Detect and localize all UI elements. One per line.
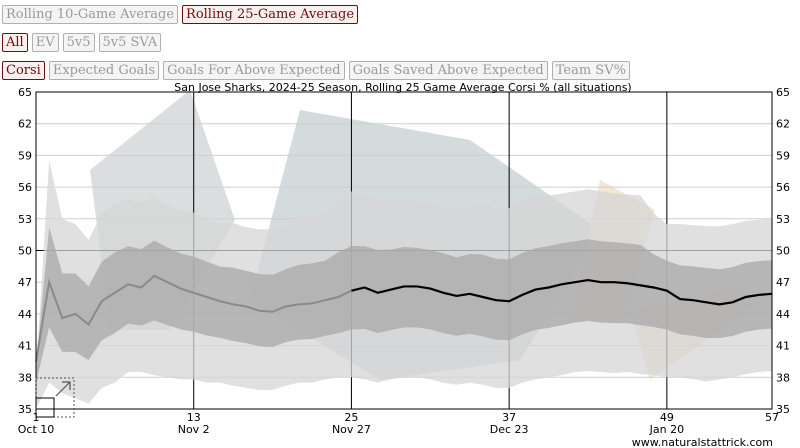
x-tick-date-label: Dec 23 bbox=[490, 423, 529, 436]
x-tick-game-label: 37 bbox=[502, 411, 516, 424]
y-tick-label-right: 62 bbox=[776, 118, 790, 131]
corsi-button[interactable]: Corsi bbox=[2, 61, 45, 80]
chart-bands bbox=[36, 160, 772, 409]
series-line-partial-window bbox=[35, 274, 352, 362]
x-tick-game-label: 13 bbox=[187, 411, 201, 424]
y-tick-label-left: 38 bbox=[18, 371, 32, 384]
x-tick-date-label: Nov 2 bbox=[178, 423, 210, 436]
y-tick-label-right: 35 bbox=[776, 403, 790, 416]
situation-toggle-group: All EV 5v5 5v5 SVA bbox=[2, 33, 162, 52]
y-tick-label-left: 44 bbox=[18, 308, 32, 321]
y-tick-label-right: 53 bbox=[776, 213, 790, 226]
y-tick-label-right: 44 bbox=[776, 308, 790, 321]
y-tick-label-left: 62 bbox=[18, 118, 32, 131]
goals-saved-above-expected-button[interactable]: Goals Saved Above Expected bbox=[348, 61, 548, 80]
y-tick-label-left: 41 bbox=[18, 340, 32, 353]
range-band-inner bbox=[36, 227, 772, 383]
y-tick-label-right: 38 bbox=[776, 371, 790, 384]
metric-toggle-group: Corsi Expected Goals Goals For Above Expec… bbox=[2, 61, 630, 80]
y-axis-left: 35 38 41 44 47 50 53 56 59 62 65 bbox=[18, 86, 32, 416]
x-tick-game-label: 57 bbox=[765, 411, 779, 424]
y-tick-label-right: 41 bbox=[776, 340, 790, 353]
y-tick-label-right: 50 bbox=[776, 245, 790, 258]
rolling-25-game-average-button[interactable]: Rolling 25-Game Average bbox=[182, 5, 359, 24]
chart-title: San Jose Sharks, 2024-25 Season, Rolling… bbox=[174, 81, 631, 94]
expand-arrow-icon bbox=[55, 381, 71, 397]
y-tick-label-left: 53 bbox=[18, 213, 32, 226]
team-sv-button[interactable]: Team SV% bbox=[551, 61, 630, 80]
y-tick-label-left: 35 bbox=[18, 403, 32, 416]
rolling-10-game-average-button[interactable]: Rolling 10-Game Average bbox=[2, 5, 179, 24]
zoom-reset-widget[interactable] bbox=[35, 377, 75, 418]
y-tick-label-left: 56 bbox=[18, 181, 32, 194]
x-tick-game-label: 25 bbox=[344, 411, 358, 424]
y-tick-label-left: 47 bbox=[18, 276, 32, 289]
5v5-sva-button[interactable]: 5v5 SVA bbox=[98, 33, 162, 52]
y-tick-label-left: 50 bbox=[18, 245, 32, 258]
5v5-button[interactable]: 5v5 bbox=[62, 33, 95, 52]
y-tick-label-right: 56 bbox=[776, 181, 790, 194]
y-tick-label-right: 65 bbox=[776, 86, 790, 99]
window-toggle-group: Rolling 10-Game Average Rolling 25-Game A… bbox=[2, 5, 359, 24]
y-axis-right: 35 38 41 44 47 50 53 56 59 62 65 bbox=[776, 86, 790, 416]
corsi-chart: San Jose Sharks, 2024-25 Season, Rolling… bbox=[18, 81, 790, 448]
y-tick-label-left: 59 bbox=[18, 149, 32, 162]
x-tick-date-label: Jan 20 bbox=[649, 423, 684, 436]
series-line-corsi bbox=[351, 278, 773, 306]
all-button[interactable]: All bbox=[2, 33, 28, 52]
y-tick-label-right: 47 bbox=[776, 276, 790, 289]
source-credit: www.naturalstattrick.com bbox=[632, 436, 773, 448]
y-tick-label-right: 59 bbox=[776, 149, 790, 162]
x-tick-game-label: 49 bbox=[660, 411, 674, 424]
x-tick-date-label: Oct 10 bbox=[18, 423, 55, 436]
ev-button[interactable]: EV bbox=[31, 33, 59, 52]
plot-frame bbox=[35, 91, 773, 410]
goals-for-above-expected-button[interactable]: Goals For Above Expected bbox=[163, 61, 345, 80]
chart-lines bbox=[35, 274, 773, 362]
x-tick-date-label: Nov 27 bbox=[332, 423, 371, 436]
expected-goals-button[interactable]: Expected Goals bbox=[48, 61, 160, 80]
y-tick-label-left: 65 bbox=[18, 86, 32, 99]
